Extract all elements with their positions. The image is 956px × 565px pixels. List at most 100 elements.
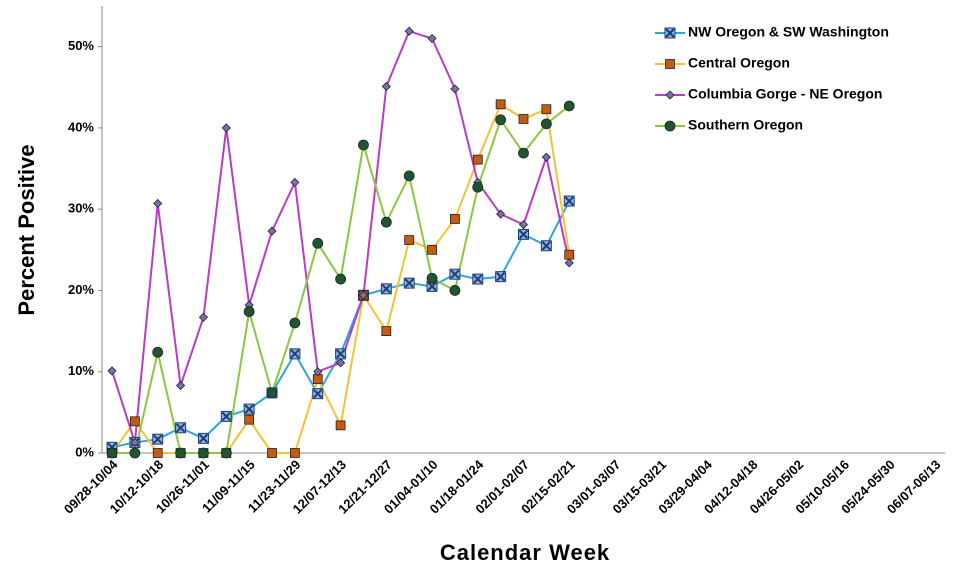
data-point [358,290,369,300]
data-point [404,235,415,245]
marker-cross [153,434,163,444]
data-point [403,277,415,289]
marker-cross [313,388,323,399]
data-point [381,81,391,92]
data-point [220,447,232,459]
legend-marker [665,90,675,100]
legend-marker [664,120,676,132]
data-point [221,123,231,133]
data-point [152,346,164,358]
marker-cross [404,278,414,288]
data-point [198,447,209,459]
legend-label: Central Oregon [688,55,790,71]
data-point [518,220,529,230]
marker-cross [198,433,209,444]
data-point [130,437,140,448]
data-point [518,147,529,159]
data-point [540,118,552,130]
marker-cross [427,281,437,292]
data-point [312,237,324,249]
y-tick-label: 0% [75,444,94,459]
legend-label: Southern Oregon [688,117,803,133]
data-point [335,273,347,285]
data-point [289,317,301,329]
data-point [380,283,392,295]
data-point [380,216,392,228]
data-point [358,139,369,151]
data-point [427,244,437,255]
data-point [495,99,506,110]
y-axis-title: Percent Positive [14,144,39,315]
marker-cross [564,196,574,206]
y-tick-label: 40% [68,119,94,134]
legend-marker [665,59,675,69]
marker-cross [244,404,254,414]
data-point [106,447,118,459]
legend-marker [664,27,676,39]
data-point [129,447,141,459]
data-point [540,240,552,252]
data-point [472,273,484,285]
data-point [129,416,140,427]
data-point [220,410,232,422]
data-point [472,154,483,165]
data-point [152,433,164,445]
data-point [243,403,255,415]
data-point [495,114,507,126]
data-point [472,181,484,193]
marker-cross [175,423,186,433]
data-point [197,432,209,444]
data-point [289,448,300,458]
series-line [111,200,571,449]
marker-cross [221,411,232,422]
data-point [267,226,277,236]
legend-label: NW Oregon & SW Washington [688,24,889,40]
data-point [563,195,575,207]
marker-cross [518,229,529,240]
y-tick-label: 20% [68,282,94,297]
data-point [449,268,461,280]
data-point [518,228,529,240]
y-tick-label: 30% [68,201,94,216]
data-point [564,249,575,260]
data-point [312,388,324,400]
marker-cross [495,271,506,282]
data-point [427,33,437,44]
data-point [198,312,209,322]
data-point [495,271,507,283]
data-point [336,358,346,368]
data-point [153,198,163,209]
data-point [243,306,255,317]
y-tick-label: 50% [68,38,94,53]
legend-label: Columbia Gorge - NE Oregon [688,86,882,102]
data-point [289,348,301,360]
data-point [290,177,300,187]
data-point [450,214,460,224]
data-point [175,422,187,434]
data-point [518,114,529,124]
data-point [403,170,415,182]
data-point [496,209,506,219]
data-point [266,387,278,399]
marker-cross [290,349,300,359]
data-point [335,420,346,431]
data-point [107,366,117,376]
data-point [175,447,186,459]
marker-cross [541,241,552,251]
data-point [381,326,392,336]
x-axis-title: Calendar Week [440,540,610,565]
data-point [313,367,323,377]
marker-cross [473,274,483,284]
data-point [449,285,461,296]
data-point [404,26,414,36]
marker-cross [335,349,346,359]
data-point [267,448,277,458]
data-point [152,448,163,458]
marker-cross [450,269,460,279]
data-point [563,100,575,112]
data-point [176,380,186,391]
data-point [426,272,438,284]
y-tick-label: 10% [68,363,94,378]
data-point [450,84,460,94]
